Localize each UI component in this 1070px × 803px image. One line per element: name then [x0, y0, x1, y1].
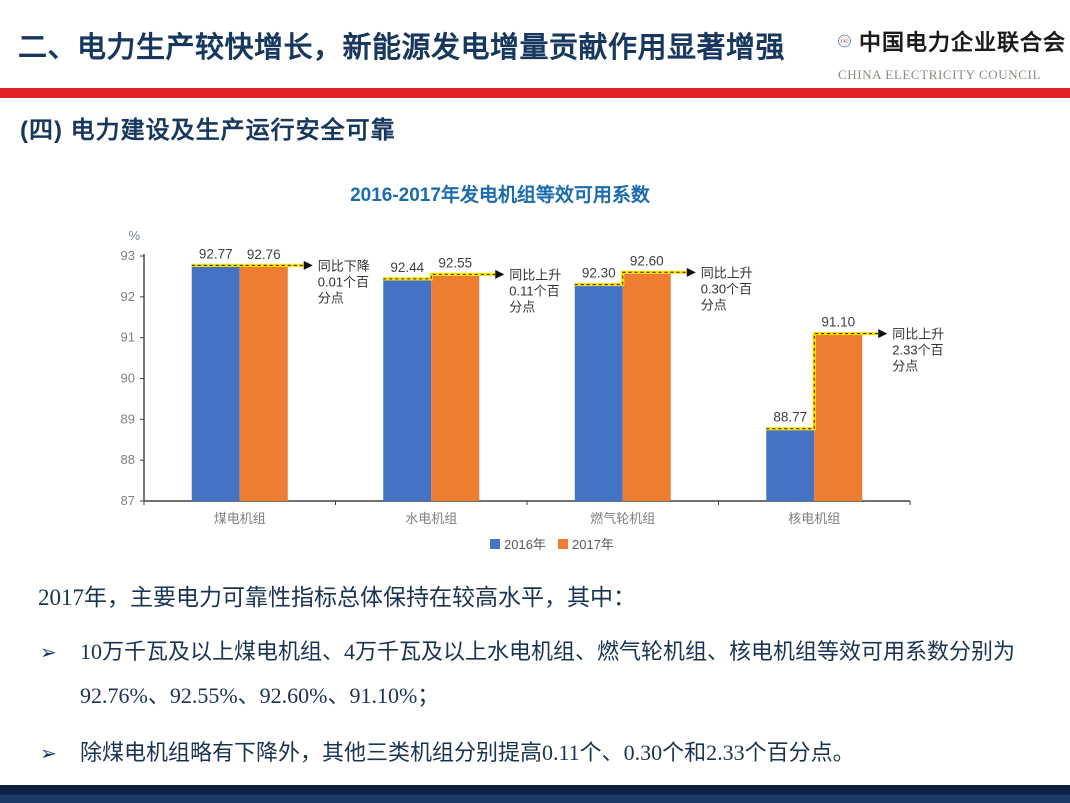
bar-2017-0	[239, 265, 288, 501]
section-heading: (四) 电力建设及生产运行安全可靠	[20, 117, 396, 144]
y-tick-label: 92	[121, 289, 135, 304]
y-tick-label: 91	[121, 330, 135, 345]
y-tick-label: 88	[121, 452, 135, 467]
y-tick-label: 93	[121, 248, 135, 263]
y-axis-unit-label: %	[128, 228, 140, 243]
bar-2017-1	[431, 274, 480, 501]
red-divider-bar	[0, 88, 1070, 98]
annotation-line: 分点	[701, 297, 727, 312]
arrowhead-icon	[878, 329, 888, 339]
y-tick-label: 89	[121, 411, 135, 426]
cec-emblem-icon: C€C	[838, 34, 851, 48]
legend-swatch-2016	[490, 539, 500, 549]
footer-bar	[0, 785, 1070, 803]
value-label-2016: 88.77	[773, 410, 807, 425]
y-tick-label: 90	[121, 371, 135, 386]
svg-text:C€C: C€C	[841, 39, 848, 43]
body-intro-text: 2017年，主要电力可靠性指标总体保持在较高水平，其中：	[38, 585, 636, 610]
value-label-2017: 92.55	[438, 255, 472, 270]
chart-title: 2016-2017年发电机组等效可用系数	[350, 185, 650, 206]
connector-dashes	[766, 333, 879, 430]
legend-label-2016: 2016年	[504, 537, 546, 552]
bar-2017-2	[622, 272, 671, 501]
annotation-line: 分点	[318, 290, 344, 305]
bullet-list: ➢ 10万千瓦及以上煤电机组、4万千瓦及以上水电机组、燃气轮机组、核电机组等效可…	[38, 630, 1033, 788]
category-label: 核电机组	[788, 511, 840, 526]
value-label-2016: 92.77	[199, 246, 233, 261]
arrowhead-icon	[686, 267, 696, 277]
annotation-line: 同比下降	[318, 258, 370, 273]
value-label-2017: 91.10	[821, 315, 855, 330]
annotation-line: 0.01个百	[318, 274, 369, 289]
legend-label-2017: 2017年	[572, 537, 614, 552]
annotation-line: 0.30个百	[701, 281, 752, 296]
bullet-arrow-icon: ➢	[40, 741, 57, 765]
annotation-line: 同比上升	[701, 265, 753, 280]
page-title: 二、电力生产较快增长，新能源发电增量贡献作用显著增强	[18, 32, 786, 64]
logo-name-en: CHINA ELECTRICITY COUNCIL	[838, 67, 1042, 82]
logo-name-cn: 中国电力企业联合会	[858, 30, 1066, 55]
annotation-line: 分点	[509, 299, 535, 314]
annotation-line: 同比上升	[892, 327, 944, 342]
bar-2016-3	[766, 428, 815, 501]
value-label-2016: 92.44	[390, 260, 424, 275]
value-label-2017: 92.60	[630, 253, 664, 268]
bullet-item: ➢ 除煤电机组略有下降外，其他三类机组分别提高0.11个、0.30个和2.33个…	[38, 731, 1033, 775]
cec-logo: C€C 中国电力企业联合会 CHINA ELECTRICITY COUNCIL	[838, 18, 1066, 83]
bullet-item: ➢ 10万千瓦及以上煤电机组、4万千瓦及以上水电机组、燃气轮机组、核电机组等效可…	[38, 630, 1033, 718]
connector-dashes	[383, 273, 496, 280]
bar-2016-0	[191, 265, 240, 501]
annotation-line: 分点	[892, 359, 918, 374]
bullet-text: 除煤电机组略有下降外，其他三类机组分别提高0.11个、0.30个和2.33个百分…	[80, 740, 855, 765]
connector-dashes	[574, 271, 687, 286]
arrowhead-icon	[303, 260, 313, 270]
bar-2016-2	[574, 284, 623, 501]
category-label: 水电机组	[405, 511, 457, 526]
legend-swatch-2017	[558, 539, 568, 549]
bullet-text: 10万千瓦及以上煤电机组、4万千瓦及以上水电机组、燃气轮机组、核电机组等效可用系…	[80, 639, 1016, 708]
y-tick-label: 87	[121, 493, 135, 508]
annotation-line: 0.11个百	[509, 283, 559, 298]
bullet-arrow-icon: ➢	[40, 640, 57, 664]
category-label: 煤电机组	[214, 511, 266, 526]
value-label-2016: 92.30	[582, 266, 616, 281]
value-label-2017: 92.76	[247, 247, 281, 262]
annotation-line: 同比上升	[509, 267, 561, 282]
arrowhead-icon	[495, 269, 505, 279]
annotation-line: 2.33个百	[892, 343, 943, 358]
bar-2017-3	[814, 333, 863, 501]
bar-2016-1	[383, 278, 432, 501]
category-label: 燃气轮机组	[590, 511, 655, 526]
